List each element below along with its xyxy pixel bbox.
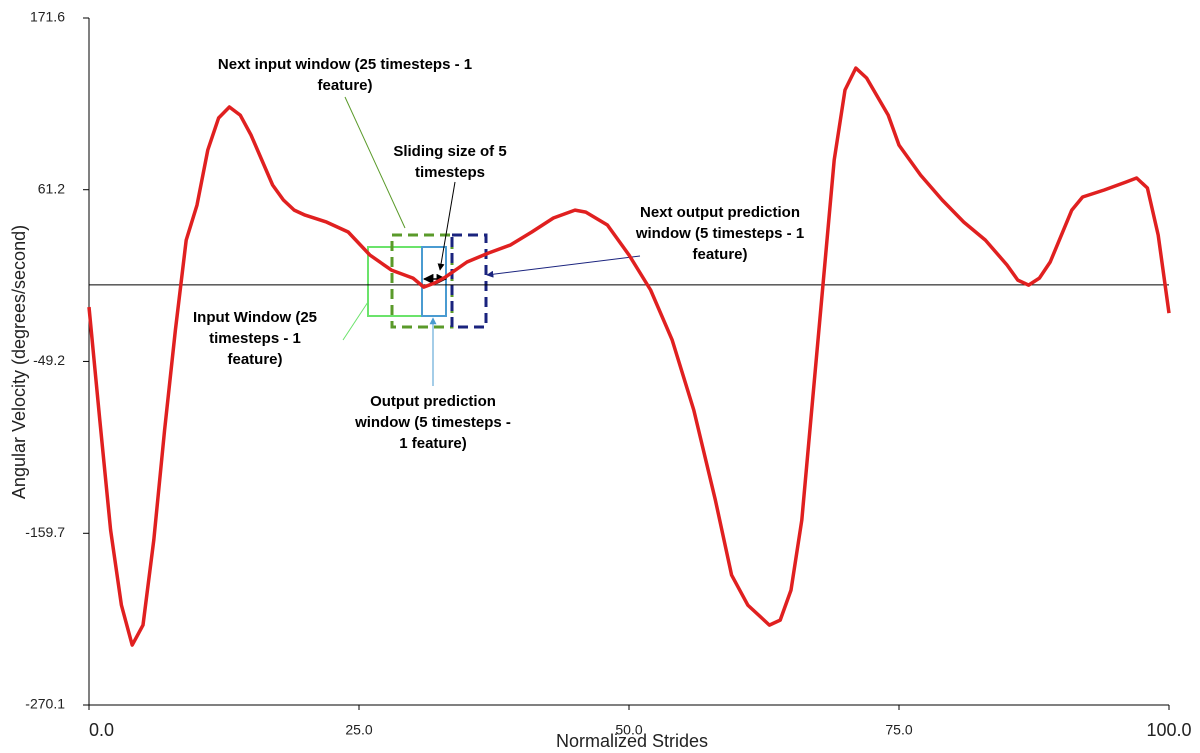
y-tick-label: -49.2 [33,352,65,368]
leader [344,96,406,229]
leader [486,255,641,278]
y-tick-label: 171.6 [30,9,65,25]
data-line [87,66,1171,647]
annotation: timesteps - 1 [209,330,301,347]
x-axis-title: Normalized Strides [556,731,708,751]
next-output-window [450,233,488,329]
annotation: Input Window (25 [193,309,317,326]
annotation: timesteps [415,164,485,181]
x-tick-label: 75.0 [885,722,912,738]
annotation: window (5 timesteps - 1 [635,225,804,242]
annotation: Sliding size of 5 [393,143,506,160]
annotation: feature) [317,77,372,94]
x-tick-label: 0.0 [89,720,114,740]
x-tick-label: 25.0 [345,722,372,738]
annotation: window (5 timesteps - [354,414,511,431]
next-input-window [390,233,454,329]
x-tick-label: 50.0 [615,722,642,738]
annotation: Next output prediction [640,204,800,221]
annotation: feature) [692,246,747,263]
y-axis-title: Angular Velocity (degrees/second) [9,225,29,499]
annotation: Next input window (25 timesteps - 1 [218,56,472,73]
x-tick-label: 100.0 [1146,720,1191,740]
leader [342,301,369,341]
annotation: feature) [227,351,282,368]
window-boxes [342,96,641,386]
leader [437,181,456,271]
y-tick-label: 61.2 [38,180,65,196]
annotation: 1 feature) [399,435,467,452]
y-tick-label: -270.1 [25,696,65,712]
annotation: Output prediction [370,393,496,410]
y-tick-label: -159.7 [25,524,65,540]
